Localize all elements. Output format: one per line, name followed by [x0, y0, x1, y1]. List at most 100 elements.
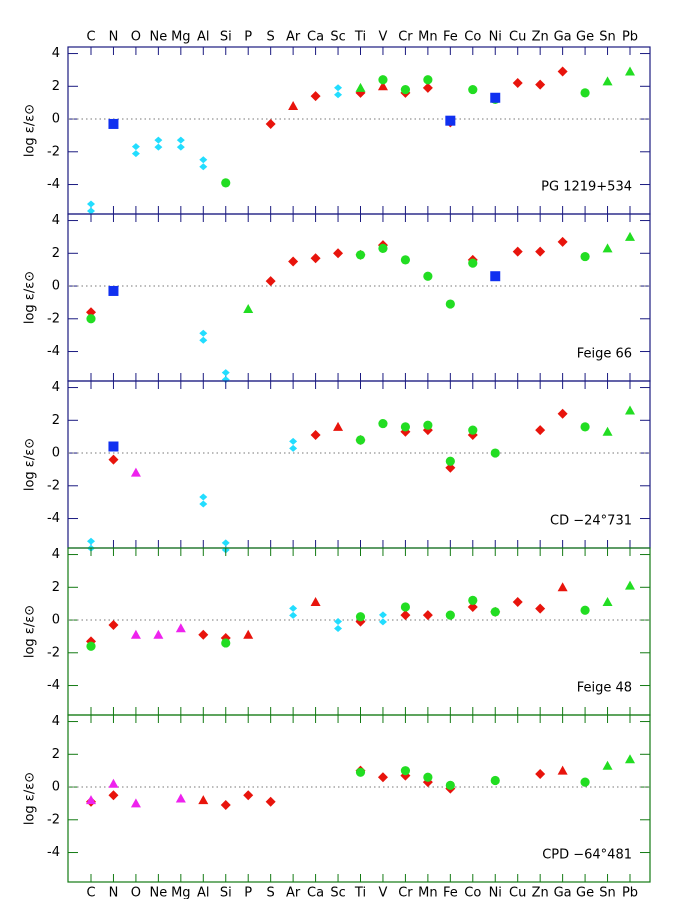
data-point: [265, 118, 276, 129]
data-point: [310, 91, 321, 102]
data-point: [422, 610, 433, 621]
data-point: [535, 246, 546, 257]
data-point: [625, 754, 635, 764]
data-point: [580, 605, 590, 615]
panel-frame: [67, 547, 651, 716]
data-point: [243, 303, 254, 313]
y-tick-label: 0: [52, 446, 60, 461]
x-tick-label: Ni: [489, 886, 502, 899]
data-point: [445, 462, 456, 473]
data-point: [445, 610, 455, 620]
data-point: [400, 84, 411, 95]
data-point: [602, 76, 613, 86]
x-tick-label: V: [379, 886, 388, 899]
x-tick-label: Fe: [443, 886, 458, 899]
data-point: [108, 441, 119, 452]
y-tick-label: 4: [52, 213, 60, 228]
y-tick-label: 4: [52, 46, 60, 61]
data-point: [86, 307, 96, 318]
y-tick-label: 2: [52, 747, 60, 762]
x-tick-label: Si: [220, 886, 232, 899]
data-point: [490, 448, 500, 458]
data-point: [400, 766, 411, 776]
data-point: [289, 437, 298, 452]
x-tick-label: Ti: [354, 30, 366, 45]
data-point: [377, 772, 388, 783]
data-point: [445, 115, 456, 126]
data-point: [557, 408, 568, 419]
x-tick-label: S: [267, 886, 275, 899]
x-tick-label: N: [109, 30, 119, 45]
data-point: [378, 243, 388, 253]
x-tick-label: Sn: [599, 886, 616, 899]
data-point: [220, 800, 231, 811]
y-tick-label: -4: [47, 177, 60, 192]
data-point: [221, 638, 231, 648]
y-axis-label: log ε/ε⊙: [23, 104, 38, 157]
data-point: [355, 612, 366, 622]
data-point: [378, 418, 388, 429]
data-point: [333, 248, 344, 259]
y-tick-label: -2: [47, 645, 60, 660]
data-point: [108, 285, 119, 296]
data-point: [175, 623, 186, 633]
x-tick-label: Mn: [418, 30, 437, 45]
data-point: [445, 456, 455, 466]
y-tick-label: -4: [47, 678, 60, 693]
x-tick-label: O: [131, 886, 141, 899]
x-tick-label: Mg: [171, 30, 190, 45]
x-tick-label: P: [244, 886, 252, 899]
data-point: [243, 629, 254, 639]
data-point: [265, 796, 276, 807]
data-point: [199, 156, 208, 171]
y-tick-label: 2: [52, 580, 60, 595]
x-tick-label: Ti: [354, 886, 366, 899]
data-point: [333, 421, 344, 431]
data-point: [468, 84, 478, 95]
x-tick-label: V: [379, 30, 388, 45]
y-tick-label: 4: [52, 380, 60, 395]
data-point: [334, 617, 343, 632]
data-point: [400, 602, 411, 612]
x-tick-label: Mn: [418, 886, 437, 899]
data-point: [580, 777, 590, 787]
data-point: [557, 66, 568, 77]
data-point: [288, 256, 299, 267]
panel-label: Feige 66: [577, 347, 632, 362]
data-point: [175, 793, 186, 803]
data-point: [86, 795, 96, 805]
data-point: [334, 84, 343, 99]
data-point: [86, 641, 96, 651]
data-point: [221, 539, 230, 554]
data-point: [445, 780, 455, 791]
data-point: [490, 775, 500, 786]
x-tick-label: Sn: [599, 30, 616, 45]
y-tick-label: -4: [47, 511, 60, 526]
x-tick-label: C: [86, 30, 95, 45]
y-tick-label: -2: [47, 311, 60, 326]
panel-label: CPD −64°481: [542, 848, 632, 863]
data-point: [355, 435, 366, 445]
x-tick-label: Cu: [509, 30, 526, 45]
x-tick-label: Pb: [622, 30, 638, 45]
data-point: [625, 231, 635, 241]
x-tick-label: N: [109, 886, 119, 899]
x-tick-label: Zn: [532, 886, 549, 899]
y-tick-label: 0: [52, 780, 60, 795]
y-tick-label: 0: [52, 279, 60, 294]
data-point: [221, 178, 231, 188]
data-point: [243, 790, 254, 801]
data-point: [400, 422, 411, 432]
data-point: [490, 607, 500, 617]
y-tick-label: 0: [52, 613, 60, 628]
x-tick-label: Zn: [532, 30, 549, 45]
x-tick-label: Ne: [150, 30, 168, 45]
data-point: [580, 88, 590, 98]
y-tick-label: -2: [47, 478, 60, 493]
x-tick-label: C: [86, 886, 95, 899]
data-point: [108, 454, 119, 465]
data-point: [602, 426, 613, 436]
data-point: [468, 425, 478, 435]
x-tick-label: Sc: [330, 30, 345, 45]
